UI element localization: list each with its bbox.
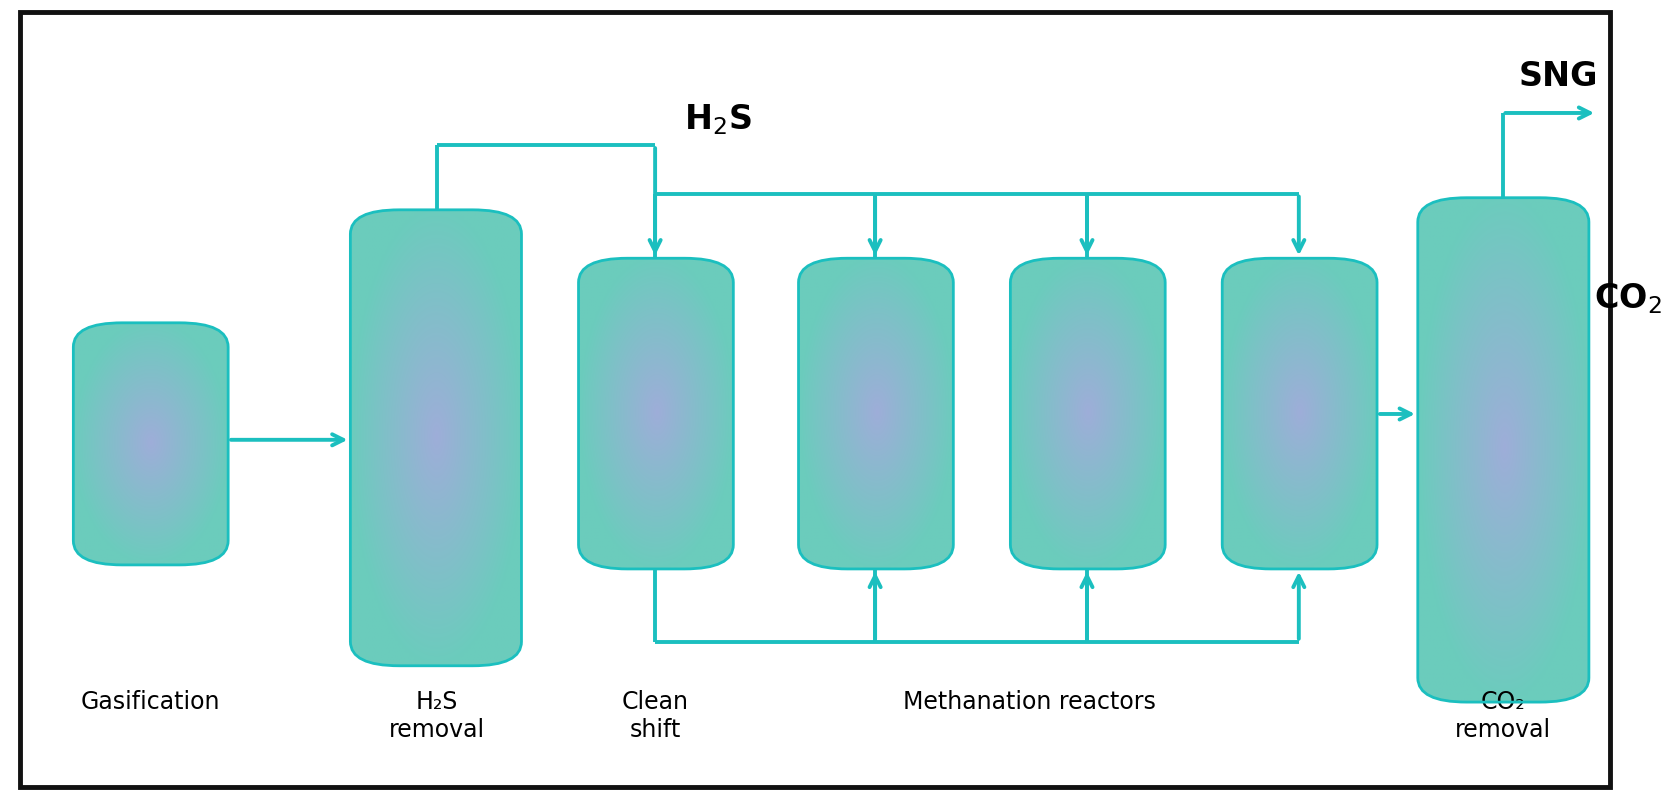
Text: Gasification: Gasification (80, 690, 220, 714)
Text: Clean
shift: Clean shift (621, 690, 689, 742)
Text: CO$_2$: CO$_2$ (1594, 282, 1662, 316)
Text: H₂S
removal: H₂S removal (389, 690, 484, 742)
Text: SNG: SNG (1519, 60, 1599, 93)
Text: CO₂
removal: CO₂ removal (1454, 690, 1551, 742)
Text: Methanation reactors: Methanation reactors (903, 690, 1157, 714)
Text: H$_2$S: H$_2$S (684, 102, 753, 137)
